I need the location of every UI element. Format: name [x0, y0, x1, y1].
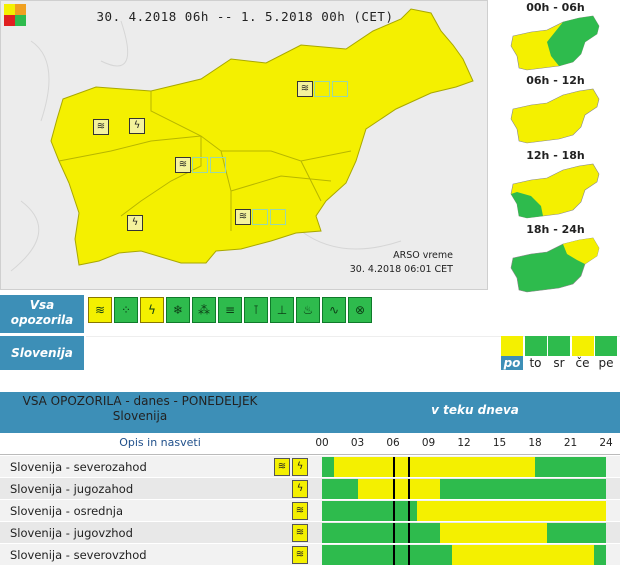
snow-icon[interactable]: ❄ — [166, 297, 190, 323]
region-name[interactable]: Slovenija - severovzhod — [10, 548, 147, 562]
thunderstorm-icon[interactable]: ϟ — [292, 458, 308, 476]
empty-warning-box — [210, 157, 226, 173]
hour-label: 21 — [563, 437, 578, 449]
wind-icon[interactable]: ≋ — [88, 297, 112, 323]
time-marker — [393, 479, 395, 499]
map-credit: ARSO vreme 30. 4.2018 06:01 CET — [350, 249, 453, 277]
timeline-yellow — [357, 479, 441, 499]
small-map-label: 06h - 12h — [526, 74, 585, 87]
warning-map[interactable]: 30. 4.2018 06h -- 1. 5.2018 00h (CET) ≋ … — [0, 0, 488, 290]
day-color-pe[interactable] — [595, 336, 617, 356]
time-marker — [393, 545, 395, 565]
small-map-06-12[interactable]: 06h - 12h — [491, 73, 620, 146]
hour-label: 03 — [350, 437, 365, 449]
small-map-label: 18h - 24h — [526, 223, 585, 236]
wind-icon[interactable]: ≋ — [175, 157, 191, 173]
thunderstorm-icon[interactable]: ϟ — [140, 297, 164, 323]
slovenia-shape — [50, 8, 474, 266]
thunderstorm-icon[interactable]: ϟ — [292, 480, 308, 498]
day-label-to[interactable]: to — [529, 356, 542, 370]
table-title-line1: VSA OPOZORILA - danes - PONEDELJEK — [22, 394, 258, 408]
small-map-label: 00h - 06h — [526, 1, 585, 14]
timeline-yellow — [440, 523, 547, 543]
hour-label: 15 — [492, 437, 507, 449]
small-map-12-18[interactable]: 12h - 18h — [491, 148, 620, 221]
time-marker — [393, 457, 395, 477]
empty-warning-box — [252, 209, 268, 225]
wind-icon[interactable]: ≋ — [274, 458, 290, 476]
day-label-sr[interactable]: sr — [553, 356, 565, 370]
small-map-label: 12h - 18h — [526, 149, 585, 162]
empty-warning-box — [314, 81, 330, 97]
map-terrain — [1, 1, 487, 289]
day-label-če[interactable]: če — [575, 356, 590, 370]
flood-icon[interactable]: ⊗ — [348, 297, 372, 323]
time-marker — [393, 501, 395, 521]
time-header: v teku dneva — [431, 403, 519, 417]
table-subheader — [0, 433, 620, 455]
region-name[interactable]: Slovenija - jugovzhod — [10, 526, 133, 540]
fire-icon[interactable]: ♨ — [296, 297, 320, 323]
day-color-če[interactable] — [571, 336, 594, 356]
wind-icon[interactable]: ≋ — [292, 524, 308, 542]
day-label-pe[interactable]: pe — [598, 356, 614, 370]
hour-label: 24 — [599, 437, 613, 449]
timeline-yellow — [416, 501, 606, 521]
hour-label: 18 — [528, 437, 542, 449]
small-map-18-24[interactable]: 18h - 24h — [491, 222, 620, 295]
region-name[interactable]: Slovenija - severozahod — [10, 460, 147, 474]
thunderstorm-icon[interactable]: ϟ — [129, 118, 145, 134]
day-label-po[interactable]: po — [501, 356, 523, 370]
wind-icon[interactable]: ≋ — [93, 119, 109, 135]
empty-warning-box — [270, 209, 286, 225]
table-header — [0, 392, 620, 434]
region-label: Slovenija — [0, 336, 84, 370]
description-header-link[interactable]: Opis in nasveti — [119, 436, 201, 449]
high-temperature-icon[interactable]: ⊺ — [244, 297, 268, 323]
wind-icon[interactable]: ≋ — [292, 546, 308, 564]
rain-icon[interactable]: ⁘ — [114, 297, 138, 323]
hour-label: 09 — [421, 437, 436, 449]
map-title: 30. 4.2018 06h -- 1. 5.2018 00h (CET) — [96, 9, 394, 24]
fog-icon[interactable]: ≡ — [218, 297, 242, 323]
all-warnings-label: Vsa opozorila — [0, 295, 84, 333]
day-color-sr[interactable] — [548, 336, 570, 356]
time-marker — [408, 501, 411, 521]
hour-label: 06 — [386, 437, 400, 449]
thunderstorm-icon[interactable]: ϟ — [127, 215, 143, 231]
hour-label: 12 — [457, 437, 471, 449]
coastal-icon[interactable]: ∿ — [322, 297, 346, 323]
time-marker — [408, 545, 411, 565]
wind-icon[interactable]: ≋ — [297, 81, 313, 97]
time-marker — [408, 523, 411, 543]
wind-icon[interactable]: ≋ — [235, 209, 251, 225]
warnings-label-line1: Vsa — [29, 298, 55, 312]
timeline-yellow — [333, 457, 535, 477]
time-marker — [408, 457, 411, 477]
empty-warning-box — [192, 157, 208, 173]
hour-label: 00 — [315, 437, 329, 449]
region-name[interactable]: Slovenija - osrednja — [10, 504, 124, 518]
low-temperature-icon[interactable]: ⊥ — [270, 297, 294, 323]
arso-logo — [4, 4, 26, 26]
warnings-label-line2: opozorila — [10, 313, 74, 327]
time-marker — [393, 523, 395, 543]
wind-icon[interactable]: ≋ — [292, 502, 308, 520]
credit-source: ARSO vreme — [393, 250, 453, 261]
time-marker — [408, 479, 411, 499]
empty-warning-box — [332, 81, 348, 97]
small-map-00-06[interactable]: 00h - 06h — [491, 0, 620, 73]
hail-icon[interactable]: ⁂ — [192, 297, 216, 323]
credit-timestamp: 30. 4.2018 06:01 CET — [349, 264, 453, 275]
timeline-yellow — [452, 545, 595, 565]
table-title-line2: Slovenija — [112, 409, 168, 423]
region-name[interactable]: Slovenija - jugozahod — [10, 482, 134, 496]
table-title: VSA OPOZORILA - danes - PONEDELJEK Slove… — [0, 392, 280, 424]
day-color-po[interactable] — [501, 336, 523, 356]
day-color-to[interactable] — [524, 336, 547, 356]
